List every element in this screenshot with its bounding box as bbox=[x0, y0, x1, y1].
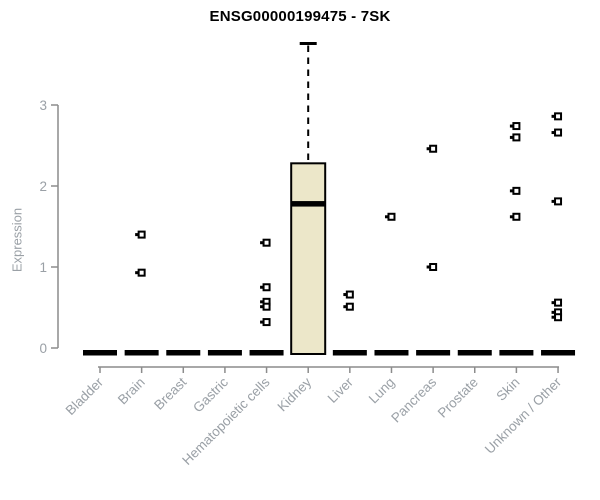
zero-box-skin bbox=[499, 350, 534, 356]
x-tick-label-lung: Lung bbox=[366, 375, 398, 407]
outlier-notch-unknown-other-1 bbox=[551, 131, 555, 135]
zero-box-hematopoietic-cells bbox=[249, 350, 284, 356]
outlier-notch-unknown-other-3 bbox=[551, 301, 555, 305]
zero-box-gastric bbox=[207, 350, 242, 356]
outlier-point-unknown-other-3 bbox=[554, 298, 563, 307]
outlier-point-hematopoietic-cells-1 bbox=[262, 283, 271, 292]
outlier-point-skin-2 bbox=[512, 186, 521, 195]
outlier-point-hematopoietic-cells-3 bbox=[262, 302, 271, 311]
outlier-notch-pancreas-0 bbox=[426, 147, 430, 151]
outlier-notch-brain-1 bbox=[135, 271, 139, 275]
outlier-point-liver-0 bbox=[345, 290, 354, 299]
median-line-kidney bbox=[291, 201, 326, 207]
outlier-point-skin-0 bbox=[512, 122, 521, 131]
zero-box-liver bbox=[332, 350, 367, 356]
x-tick-label-liver: Liver bbox=[325, 374, 357, 406]
zero-box-prostate bbox=[457, 350, 492, 356]
outlier-notch-skin-2 bbox=[509, 189, 513, 193]
outlier-point-unknown-other-1 bbox=[554, 128, 563, 137]
outlier-notch-unknown-other-0 bbox=[551, 114, 555, 118]
outlier-notch-liver-0 bbox=[343, 293, 347, 297]
outlier-notch-unknown-other-2 bbox=[551, 199, 555, 203]
zero-box-unknown-other bbox=[541, 350, 576, 356]
outlier-notch-hematopoietic-cells-0 bbox=[260, 241, 264, 245]
outlier-notch-skin-1 bbox=[509, 135, 513, 139]
chart-title: ENSG00000199475 - 7SK bbox=[209, 8, 391, 25]
outlier-point-pancreas-1 bbox=[429, 263, 438, 271]
outlier-notch-skin-0 bbox=[509, 124, 513, 128]
zero-box-breast bbox=[166, 350, 201, 356]
outlier-notch-hematopoietic-cells-2 bbox=[260, 300, 264, 304]
outlier-notch-hematopoietic-cells-4 bbox=[260, 320, 264, 324]
outlier-notch-hematopoietic-cells-1 bbox=[260, 285, 264, 289]
outlier-point-pancreas-0 bbox=[429, 144, 438, 153]
outlier-point-skin-1 bbox=[512, 133, 521, 142]
outlier-point-unknown-other-2 bbox=[554, 197, 563, 206]
outlier-point-lung-0 bbox=[387, 212, 396, 221]
outlier-notch-skin-3 bbox=[509, 215, 513, 219]
outlier-point-hematopoietic-cells-0 bbox=[262, 238, 271, 247]
x-tick-label-brain: Brain bbox=[115, 375, 148, 408]
x-tick-label-breast: Breast bbox=[151, 374, 189, 412]
x-tick-label-gastric: Gastric bbox=[190, 374, 231, 415]
x-tick-label-skin: Skin bbox=[493, 375, 522, 404]
outlier-notch-brain-0 bbox=[135, 233, 139, 237]
x-tick-label-unknown-other: Unknown / Other bbox=[482, 374, 565, 457]
y-tick-label-1: 1 bbox=[39, 260, 47, 275]
outlier-notch-unknown-other-4 bbox=[551, 310, 555, 314]
x-tick-label-bladder: Bladder bbox=[63, 374, 107, 418]
y-tick-label-3: 3 bbox=[39, 98, 47, 113]
outlier-notch-liver-1 bbox=[343, 305, 347, 309]
zero-box-brain bbox=[124, 350, 159, 356]
y-tick-label-0: 0 bbox=[39, 341, 47, 356]
outlier-point-liver-1 bbox=[345, 302, 354, 311]
x-tick-label-prostate: Prostate bbox=[435, 375, 481, 421]
zero-box-pancreas bbox=[416, 350, 451, 356]
outlier-point-brain-1 bbox=[137, 268, 146, 277]
outlier-notch-lung-0 bbox=[384, 215, 388, 219]
outlier-notch-hematopoietic-cells-3 bbox=[260, 305, 264, 309]
outlier-point-skin-3 bbox=[512, 212, 521, 221]
outlier-notch-pancreas-1 bbox=[426, 265, 430, 269]
x-tick-label-pancreas: Pancreas bbox=[388, 374, 439, 425]
outlier-notch-unknown-other-5 bbox=[551, 315, 555, 319]
zero-box-bladder bbox=[83, 350, 117, 356]
outlier-point-unknown-other-0 bbox=[554, 112, 563, 121]
box-kidney bbox=[290, 162, 327, 355]
y-tick-label-2: 2 bbox=[39, 179, 47, 194]
outlier-point-hematopoietic-cells-4 bbox=[262, 318, 271, 327]
zero-box-lung bbox=[374, 350, 409, 356]
outlier-point-unknown-other-5 bbox=[554, 313, 563, 322]
outlier-point-brain-0 bbox=[137, 230, 146, 239]
x-tick-label-kidney: Kidney bbox=[275, 374, 315, 414]
